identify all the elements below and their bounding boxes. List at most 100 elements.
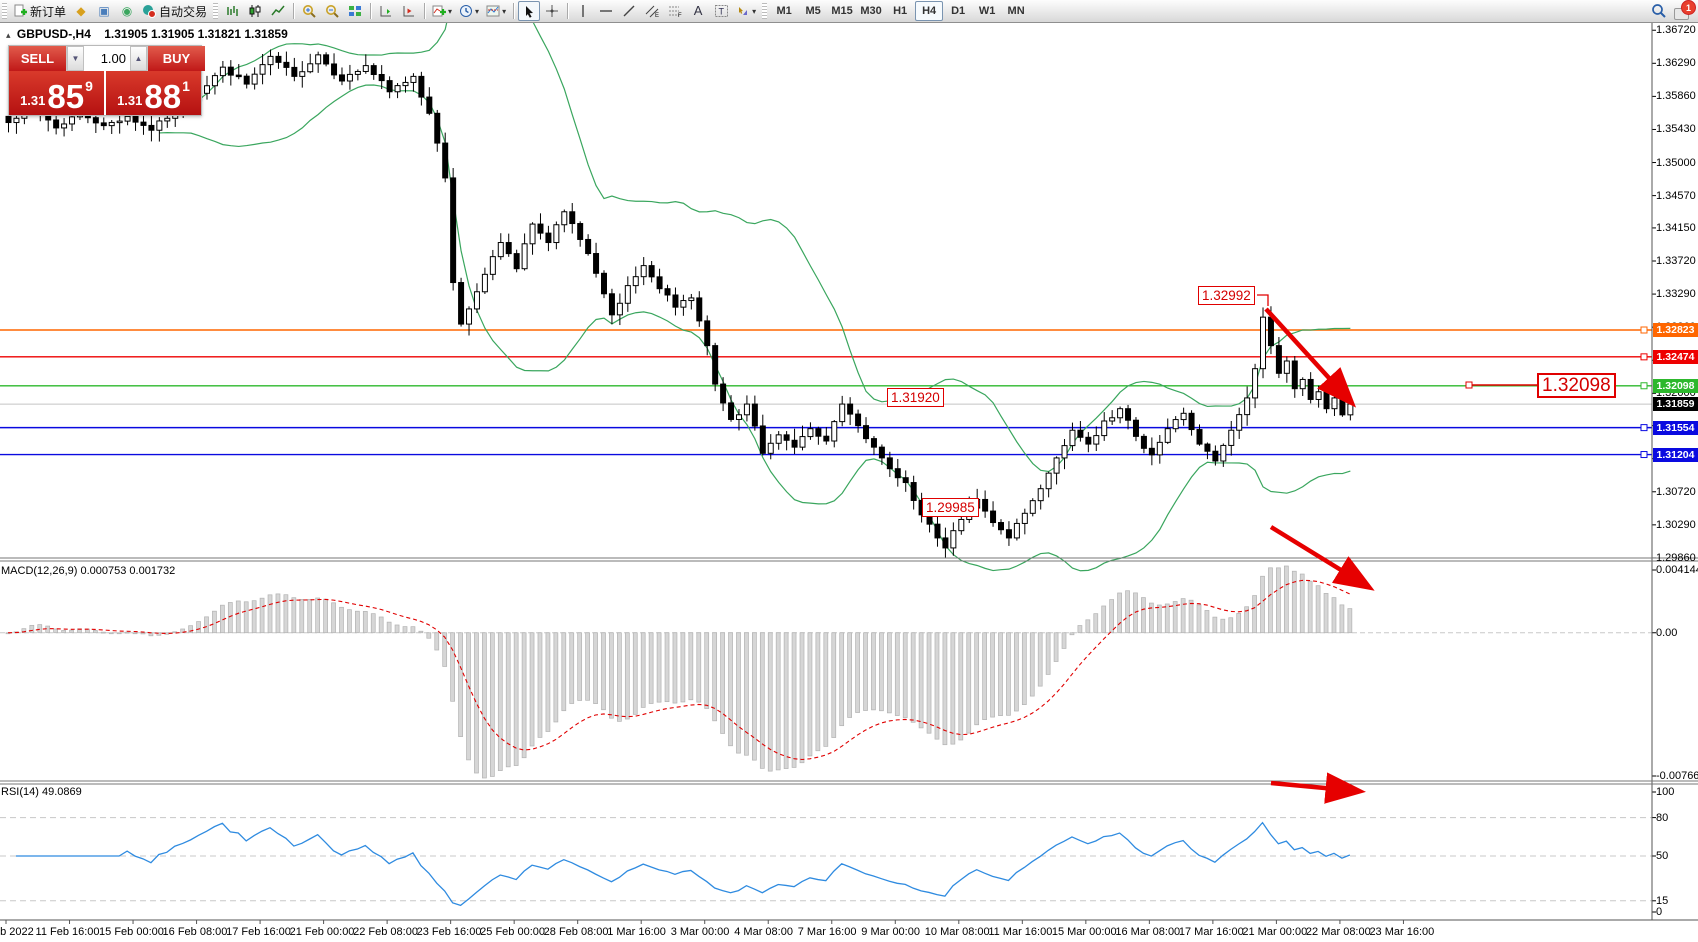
arrows-tool[interactable]: ▾	[733, 1, 759, 21]
buy-price[interactable]: 1.31 88 1	[106, 71, 201, 115]
timeframe-M15[interactable]: M15	[831, 5, 853, 17]
price-callout-1.29985[interactable]: 1.29985	[922, 498, 979, 517]
tile-windows-icon	[349, 6, 362, 16]
price-callout-1.31920[interactable]: 1.31920	[887, 388, 944, 407]
vertical-line-icon	[582, 5, 584, 17]
cursor-tool-button[interactable]	[518, 1, 541, 21]
tile-windows-button[interactable]	[344, 1, 366, 21]
time-axis-label: 16 Feb 08:00	[162, 926, 228, 938]
time-axis-label: 10 Feb 2022	[0, 926, 34, 938]
crosshair-tool-button[interactable]	[541, 1, 563, 21]
symbol-period: GBPUSD-,H4	[16, 27, 91, 41]
autotrading-icon	[143, 5, 157, 18]
indicators-button[interactable]: ▾	[429, 1, 455, 21]
chart-shift-button[interactable]	[398, 1, 420, 21]
equidistant-channel-icon: E	[645, 5, 659, 18]
arrows-dropdown[interactable]: ▾	[752, 6, 757, 16]
signals-icon: ◉	[121, 4, 133, 18]
time-axis-label: 21 Mar 00:00	[1242, 926, 1308, 938]
price-callout-1.32098[interactable]: 1.32098	[1537, 373, 1616, 398]
current-price-tag: 1.31859	[1653, 397, 1698, 412]
timeframe-W1[interactable]: W1	[978, 5, 996, 17]
time-axis-label: 22 Feb 08:00	[353, 926, 418, 938]
volume-field: ▼ ▲	[66, 46, 148, 71]
timeframe-M30[interactable]: M30	[860, 5, 882, 17]
timeframe-toolbar: M1 M5 M15 M30 H1 H4 D1 W1 MN	[770, 1, 1030, 21]
sell-button[interactable]: SELL	[9, 46, 66, 71]
rsi-axis-tick: 50	[1656, 850, 1669, 862]
candlestick-button[interactable]	[244, 1, 266, 21]
bar-chart-button[interactable]	[221, 1, 243, 21]
timeframe-MN[interactable]: MN	[1007, 5, 1025, 17]
price-axis-tick: 1.35000	[1656, 156, 1696, 169]
level-price-tag: 1.32474	[1653, 349, 1698, 364]
price-callout-1.32992[interactable]: 1.32992	[1198, 286, 1255, 305]
metaeditor-button[interactable]: ◆	[70, 1, 92, 21]
periods-icon	[460, 5, 473, 17]
toolbar-separator	[567, 3, 569, 19]
autotrading-label: 自动交易	[159, 4, 208, 19]
time-axis-label: 16 Mar 08:00	[1115, 926, 1181, 938]
search-button[interactable]	[1648, 1, 1670, 21]
timeframe-D1[interactable]: D1	[951, 5, 966, 17]
vertical-line-tool[interactable]	[572, 1, 594, 21]
fibonacci-tool[interactable]: F	[664, 1, 686, 21]
rsi-axis-tick: 100	[1656, 786, 1675, 798]
time-axis-label: 17 Mar 16:00	[1178, 926, 1244, 938]
volume-decrease-button[interactable]: ▼	[67, 46, 84, 71]
price-axis-tick: 1.34150	[1656, 221, 1696, 234]
price-axis-tick: 1.34570	[1656, 189, 1696, 202]
periods-button[interactable]: ▾	[456, 1, 482, 21]
timeframe-H4[interactable]: H4	[915, 1, 944, 21]
level-price-tag: 1.31554	[1653, 420, 1698, 435]
horizontal-line-tool[interactable]	[595, 1, 617, 21]
auto-scroll-button[interactable]	[375, 1, 397, 21]
periods-dropdown[interactable]: ▾	[475, 6, 480, 16]
toolbar-grip	[762, 3, 768, 19]
text-tool[interactable]: A	[687, 1, 709, 21]
new-order-icon	[14, 4, 27, 17]
time-axis-label: 22 Mar 08:00	[1305, 926, 1371, 938]
equidistant-channel-tool[interactable]: E	[641, 1, 663, 21]
zoom-out-button[interactable]	[321, 1, 343, 21]
collapse-arrow-icon[interactable]: ▴	[6, 30, 11, 40]
text-label-icon: T	[714, 5, 728, 17]
signals-button[interactable]: ◉	[116, 1, 138, 21]
trendline-tool[interactable]	[618, 1, 640, 21]
indicators-dropdown[interactable]: ▾	[448, 6, 453, 16]
time-axis-label: 17 Feb 16:00	[226, 926, 291, 938]
terminal-button[interactable]: ▣	[93, 1, 115, 21]
templates-button[interactable]: ▾	[483, 1, 509, 21]
line-chart-button[interactable]	[267, 1, 289, 21]
price-axis-tick: 1.33720	[1656, 255, 1696, 267]
autotrading-button[interactable]: 自动交易	[139, 1, 210, 21]
time-axis-label: 3 Mar 00:00	[670, 926, 730, 938]
timeframe-M1[interactable]: M1	[776, 5, 792, 17]
fibonacci-icon: F	[668, 6, 682, 18]
zoom-in-button[interactable]	[298, 1, 320, 21]
text-label-tool[interactable]: T	[710, 1, 732, 21]
terminal-icon: ▣	[98, 4, 110, 18]
price-axis-tick: 1.36290	[1656, 57, 1696, 70]
timeframe-M5[interactable]: M5	[805, 5, 821, 17]
sell-price[interactable]: 1.31 85 9	[9, 71, 104, 115]
main-toolbar: 新订单 ◆ ▣ ◉ 自动交易 ▾ ▾ ▾ E F A T ▾ M1 M5 M15 M3…	[0, 0, 1698, 23]
price-axis-tick: 1.36720	[1656, 24, 1696, 37]
one-click-trading-panel: SELL ▼ ▲ BUY 1.31 85 9 1.31 88 1	[8, 45, 205, 116]
toolbar-grip[interactable]	[2, 3, 7, 19]
price-axis-tick: 1.35430	[1656, 123, 1696, 136]
buy-price-sup: 1	[182, 78, 190, 94]
templates-dropdown[interactable]: ▾	[502, 6, 507, 16]
time-axis-label: 15 Mar 00:00	[1051, 926, 1117, 938]
volume-increase-button[interactable]: ▲	[130, 46, 147, 71]
volume-input[interactable]	[84, 46, 130, 71]
buy-button[interactable]: BUY	[148, 46, 205, 71]
price-axis-tick: 1.30720	[1656, 485, 1696, 498]
timeframe-H1[interactable]: H1	[893, 5, 908, 17]
time-axis-label: 23 Mar 16:00	[1369, 926, 1435, 938]
time-axis-label: 23 Feb 16:00	[416, 926, 482, 938]
notifications-button[interactable]: 1	[1674, 0, 1696, 21]
new-order-button[interactable]: 新订单	[10, 1, 69, 21]
chart-title: ▴ GBPUSD-,H4 1.31905 1.31905 1.31821 1.3…	[6, 27, 288, 41]
